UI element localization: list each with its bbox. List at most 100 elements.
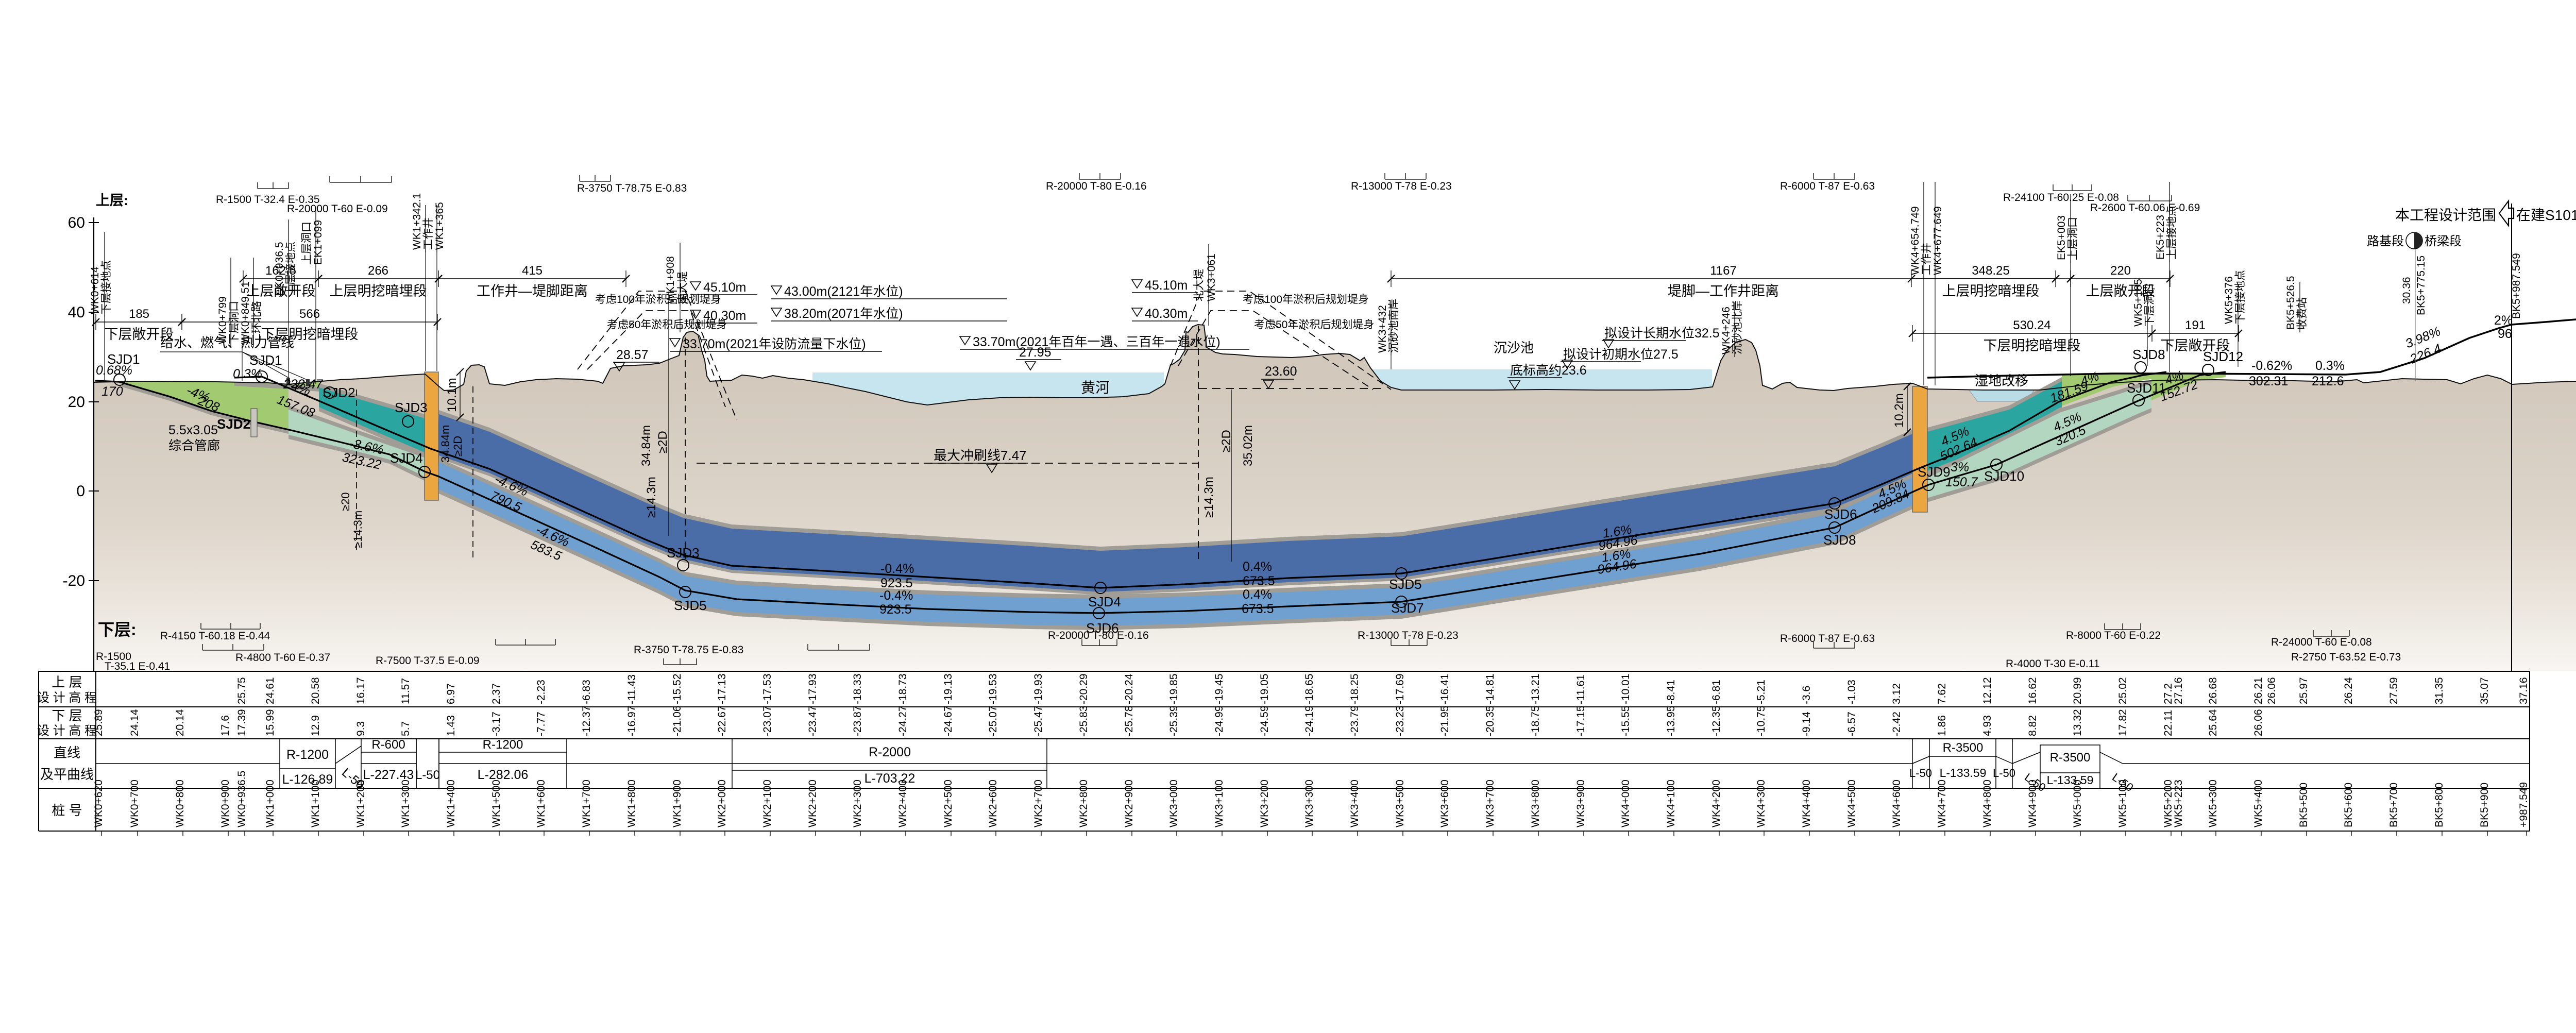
svg-text:16.17: 16.17 — [355, 677, 367, 704]
svg-text:20: 20 — [68, 394, 85, 411]
svg-text:-10.01: -10.01 — [1620, 673, 1632, 704]
svg-text:-19.85: -19.85 — [1168, 673, 1180, 704]
svg-text:R-6000 T-87 E-0.63: R-6000 T-87 E-0.63 — [1780, 180, 1875, 192]
svg-text:SJD1: SJD1 — [249, 352, 282, 368]
svg-text:路基段: 路基段 — [2367, 234, 2404, 248]
svg-text:上层敞开段: 上层敞开段 — [246, 283, 316, 299]
svg-text:10.1m: 10.1m — [445, 378, 459, 412]
svg-text:530.24: 530.24 — [2013, 318, 2050, 332]
svg-text:WK2+500: WK2+500 — [942, 780, 954, 827]
svg-text:-11.61: -11.61 — [1575, 674, 1587, 704]
svg-text:-3.6: -3.6 — [1801, 686, 1812, 704]
svg-text:L-133.59: L-133.59 — [1940, 766, 1987, 780]
svg-text:-2.42: -2.42 — [1891, 712, 1903, 736]
svg-text:R-3500: R-3500 — [1943, 741, 1984, 755]
svg-text:WK1+365: WK1+365 — [434, 202, 446, 250]
svg-text:31.35: 31.35 — [2433, 677, 2445, 704]
svg-text:考虑50年淤积后规划堤身: 考虑50年淤积后规划堤身 — [607, 319, 727, 331]
svg-text:沉砂池北岸: 沉砂池北岸 — [1732, 300, 1743, 354]
svg-text:下层明挖暗埋段: 下层明挖暗埋段 — [1984, 338, 2081, 353]
svg-text:WK0+900: WK0+900 — [219, 780, 231, 827]
svg-text:SJD12: SJD12 — [2203, 349, 2243, 364]
svg-text:≥14.3m: ≥14.3m — [351, 511, 364, 548]
svg-text:L-703.22: L-703.22 — [865, 771, 916, 786]
svg-text:R-1200: R-1200 — [483, 738, 523, 752]
svg-text:-0.62%: -0.62% — [2251, 359, 2292, 373]
svg-text:0: 0 — [76, 483, 85, 500]
svg-text:上层明挖暗埋段: 上层明挖暗埋段 — [330, 283, 427, 299]
svg-text:WK0+936.5: WK0+936.5 — [236, 771, 248, 827]
svg-text:-18.33: -18.33 — [852, 673, 863, 704]
svg-text:0.68%: 0.68% — [96, 363, 132, 378]
svg-text:-19.45: -19.45 — [1213, 673, 1225, 704]
svg-text:-23.23: -23.23 — [1394, 705, 1406, 736]
svg-text:SJD3: SJD3 — [667, 545, 700, 561]
svg-text:R-600: R-600 — [371, 738, 405, 752]
svg-text:-2.23: -2.23 — [535, 680, 547, 704]
svg-text:150.7: 150.7 — [1945, 475, 1978, 489]
svg-text:SJD5: SJD5 — [1389, 577, 1422, 592]
svg-text:923.5: 923.5 — [879, 602, 912, 617]
svg-text:923.5: 923.5 — [880, 576, 913, 590]
svg-text:综合管廊: 综合管廊 — [168, 438, 220, 453]
svg-text:WK0+849.51: WK0+849.51 — [240, 281, 251, 344]
svg-text:-22.67: -22.67 — [716, 705, 728, 736]
svg-text:96: 96 — [2498, 327, 2512, 341]
svg-text:-19.05: -19.05 — [1259, 673, 1270, 704]
svg-text:R-20000 T-60 E-0.09: R-20000 T-60 E-0.09 — [287, 203, 388, 215]
svg-text:17.6: 17.6 — [219, 715, 231, 736]
svg-text:-24.59: -24.59 — [1259, 705, 1270, 736]
svg-text:WK3+000: WK3+000 — [1168, 780, 1180, 827]
svg-text:0.3%: 0.3% — [2315, 359, 2345, 373]
svg-text:T-35.1 E-0.41: T-35.1 E-0.41 — [105, 661, 170, 672]
svg-text:WK2+000: WK2+000 — [716, 780, 728, 827]
svg-text:工作井: 工作井 — [422, 217, 434, 250]
svg-text:SJD4: SJD4 — [390, 450, 423, 466]
svg-text:WK3+900: WK3+900 — [1575, 780, 1587, 827]
svg-text:拟设计长期水位32.5: 拟设计长期水位32.5 — [1604, 326, 1720, 341]
svg-text:20.14: 20.14 — [174, 709, 186, 736]
svg-text:WK5+100: WK5+100 — [2117, 780, 2129, 827]
svg-text:WK3+432: WK3+432 — [1377, 305, 1388, 353]
svg-text:3%: 3% — [1951, 460, 1969, 475]
svg-text:WK2+400: WK2+400 — [897, 780, 909, 827]
svg-text:185: 185 — [129, 307, 149, 321]
svg-text:26.68: 26.68 — [2207, 677, 2219, 704]
svg-text:BK5+600: BK5+600 — [2343, 783, 2354, 827]
svg-text:工作井: 工作井 — [1921, 243, 1933, 275]
svg-text:302.31: 302.31 — [2249, 374, 2288, 388]
svg-text:≥14.3m: ≥14.3m — [1202, 477, 1216, 518]
svg-text:给水、燃气、热力管线: 给水、燃气、热力管线 — [160, 335, 294, 350]
svg-text:≥2D: ≥2D — [1219, 430, 1233, 452]
svg-text:22.11: 22.11 — [2162, 710, 2174, 736]
svg-text:WK1+800: WK1+800 — [626, 780, 638, 827]
svg-text:最大冲刷线7.47: 最大冲刷线7.47 — [934, 448, 1027, 463]
svg-text:-24.19: -24.19 — [1303, 705, 1315, 736]
svg-text:下层接地点: 下层接地点 — [2234, 270, 2246, 324]
svg-text:-13.95: -13.95 — [1665, 705, 1677, 736]
svg-text:BK5+700: BK5+700 — [2388, 783, 2400, 827]
svg-text:WK1+400: WK1+400 — [445, 780, 457, 827]
svg-text:-23.79: -23.79 — [1349, 705, 1361, 736]
svg-text:SJD6: SJD6 — [1824, 506, 1857, 522]
svg-text:R-8000 T-60 E-0.22: R-8000 T-60 E-0.22 — [2066, 630, 2161, 641]
svg-text:在建S101: 在建S101 — [2516, 207, 2576, 223]
svg-text:拟设计初期水位27.5: 拟设计初期水位27.5 — [1563, 347, 1679, 362]
svg-text:-3.17: -3.17 — [490, 712, 502, 736]
svg-text:26.06: 26.06 — [2252, 709, 2264, 736]
svg-text:0.4%: 0.4% — [1243, 560, 1272, 574]
svg-text:33.70m(2021年百年一遇、三百年一遇水位): 33.70m(2021年百年一遇、三百年一遇水位) — [973, 335, 1221, 349]
svg-text:WK2+700: WK2+700 — [1032, 780, 1044, 827]
svg-text:40.30m: 40.30m — [1145, 307, 1188, 321]
svg-text:R-1500 T-32.4 E-0.35: R-1500 T-32.4 E-0.35 — [216, 194, 320, 206]
svg-text:R-13000 T-78 E-0.23: R-13000 T-78 E-0.23 — [1358, 630, 1459, 641]
svg-text:-16.41: -16.41 — [1439, 673, 1451, 704]
svg-text:BK5+526.5: BK5+526.5 — [2285, 276, 2297, 330]
svg-text:L-227.43: L-227.43 — [363, 768, 414, 782]
svg-text:WK1+900: WK1+900 — [671, 780, 683, 827]
svg-text:26.21: 26.21 — [2252, 677, 2264, 704]
svg-text:下层明挖暗埋段: 下层明挖暗埋段 — [261, 327, 359, 342]
svg-text:考虑50年淤积后规划堤身: 考虑50年淤积后规划堤身 — [1254, 319, 1374, 331]
svg-text:L-50: L-50 — [415, 768, 440, 782]
svg-text:-25.78: -25.78 — [1123, 705, 1135, 736]
